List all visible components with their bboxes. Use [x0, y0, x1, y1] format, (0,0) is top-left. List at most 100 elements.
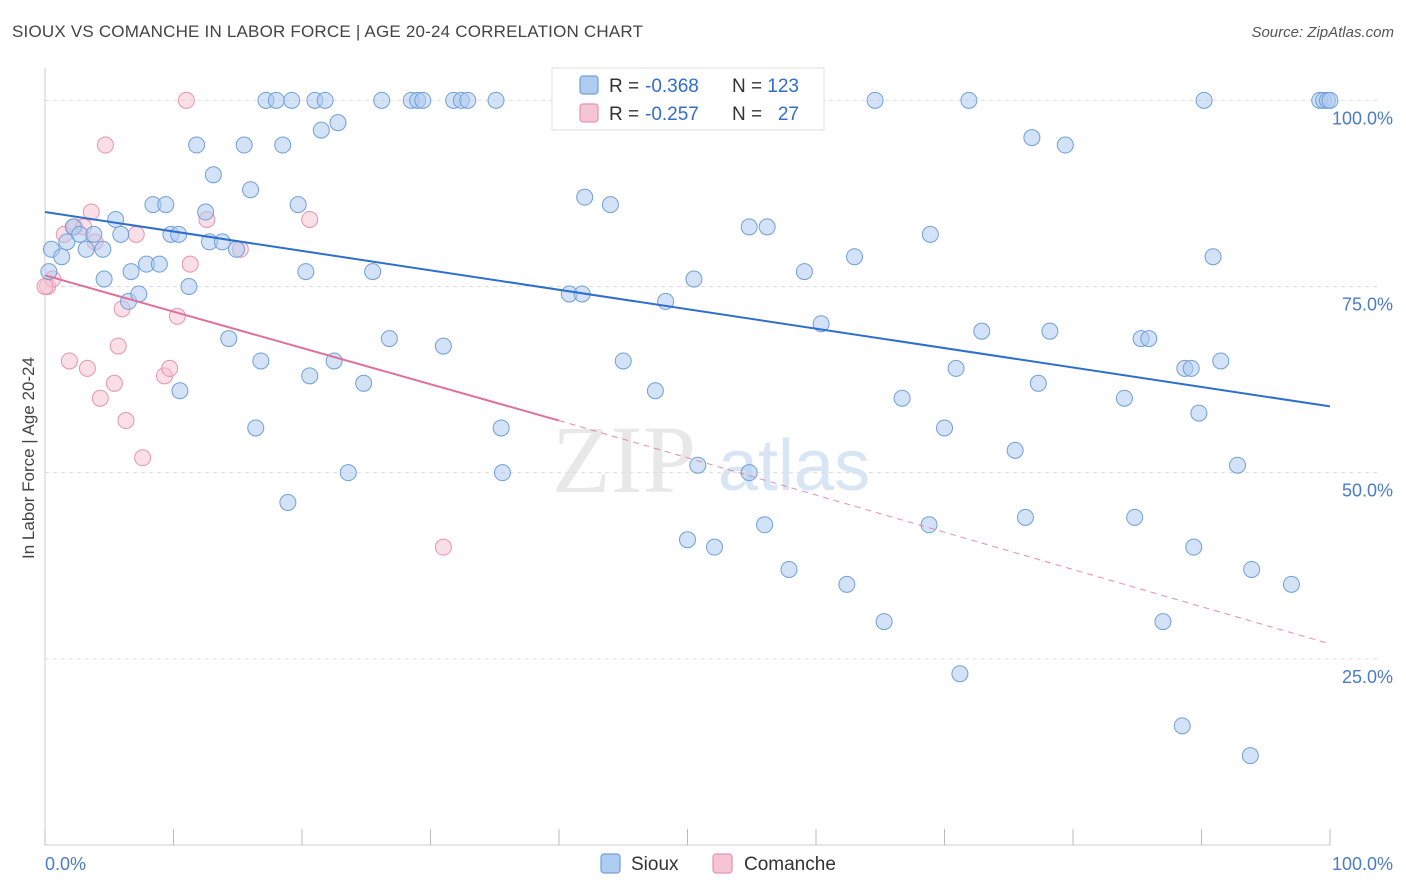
sioux-point: [1115, 389, 1133, 407]
sioux-point: [740, 218, 758, 236]
sioux-point: [1182, 359, 1200, 377]
sioux-point: [325, 352, 343, 370]
y-tick-label: 75.0%: [1342, 295, 1393, 315]
sioux-point: [252, 352, 270, 370]
sioux-point: [1173, 717, 1191, 735]
legend-sioux-r-label: R =: [609, 76, 639, 97]
y-tick-label: 25.0%: [1342, 667, 1393, 687]
sioux-point: [227, 240, 245, 258]
sioux-point: [576, 188, 594, 206]
sioux-point: [235, 136, 253, 154]
x-tick-label: 100.0%: [1332, 854, 1393, 874]
sioux-point: [646, 382, 664, 400]
sioux-point: [1126, 508, 1144, 526]
sioux-point: [71, 225, 89, 243]
sioux-point: [77, 240, 95, 258]
sioux-point: [679, 531, 696, 549]
legend-sioux-r-value: -0.368: [645, 76, 699, 97]
sioux-point: [893, 389, 911, 407]
sioux-point: [150, 255, 168, 273]
sioux-point: [53, 248, 71, 266]
y-axis-label: In Labor Force | Age 20-24: [19, 357, 38, 559]
sioux-point: [1041, 322, 1059, 340]
sioux-point: [1228, 456, 1246, 474]
sioux-points: [40, 91, 1339, 765]
bottom-legend-sioux-swatch: [600, 853, 621, 874]
sioux-point: [1056, 136, 1074, 154]
comanche-point: [60, 352, 78, 370]
comanche-trendline: [44, 274, 560, 422]
legend-sioux-n-label: N =: [732, 76, 762, 97]
sioux-point: [274, 136, 292, 154]
sioux-point: [122, 263, 140, 281]
comanche-trendline-extension: [558, 420, 1331, 645]
chart-title: SIOUX VS COMANCHE IN LABOR FORCE | AGE 2…: [12, 22, 644, 41]
sioux-point: [756, 516, 774, 534]
trendlines: [44, 211, 1331, 645]
sioux-point: [204, 166, 222, 184]
sioux-point: [780, 560, 798, 578]
sioux-point: [95, 270, 113, 288]
sioux-point: [171, 382, 189, 400]
legend-sioux-n-value: 123: [767, 76, 799, 97]
comanche-point: [134, 449, 152, 467]
x-tick-label: 0.0%: [45, 854, 86, 874]
sioux-point: [197, 203, 215, 221]
sioux-point: [220, 330, 238, 348]
comanche-point: [177, 91, 195, 109]
comanche-point: [127, 225, 145, 243]
comanche-point: [109, 337, 127, 355]
sioux-point: [94, 240, 112, 258]
sioux-point: [283, 91, 301, 109]
legend-sioux-swatch: [579, 75, 599, 95]
comanche-point: [36, 278, 54, 296]
legend-comanche-r-label: R =: [609, 104, 639, 125]
sioux-point: [936, 419, 953, 437]
sioux-point: [297, 263, 315, 281]
sioux-point: [289, 196, 307, 214]
sioux-point: [493, 464, 511, 482]
sioux-point: [838, 575, 856, 593]
y-tick-label: 50.0%: [1342, 481, 1393, 501]
sioux-point: [1195, 91, 1213, 109]
sioux-point: [1154, 613, 1172, 631]
sioux-point: [846, 248, 864, 266]
comanche-point: [105, 374, 123, 392]
sioux-point: [866, 91, 884, 109]
sioux-point: [1212, 352, 1230, 370]
sioux-point: [812, 315, 830, 333]
watermark-zip: ZIP: [552, 406, 696, 513]
x-tick-labels: 0.0% 100.0%: [45, 854, 1393, 874]
sioux-point: [85, 225, 103, 243]
sioux-point: [689, 456, 707, 474]
sioux-point: [301, 367, 319, 385]
sioux-point: [40, 263, 58, 281]
sioux-point: [329, 114, 347, 132]
axes: [44, 68, 1331, 846]
series-legend: Sioux Comanche: [600, 853, 836, 875]
sioux-point: [364, 263, 382, 281]
sioux-point: [213, 233, 231, 251]
sioux-point: [247, 419, 265, 437]
sioux-point: [492, 419, 510, 437]
sioux-point: [1140, 330, 1158, 348]
sioux-point: [459, 91, 477, 109]
y-tick-label: 100.0%: [1332, 108, 1393, 128]
sioux-point: [487, 91, 505, 109]
sioux-point: [58, 233, 76, 251]
sioux-point: [1029, 374, 1047, 392]
sioux-point: [960, 91, 978, 109]
source-label: Source: ZipAtlas.com: [1251, 24, 1394, 41]
sioux-point: [355, 374, 373, 392]
sioux-point: [1282, 575, 1300, 593]
bottom-legend-comanche-label: Comanche: [744, 854, 836, 875]
sioux-point: [951, 665, 969, 683]
bottom-legend-sioux-label: Sioux: [631, 854, 679, 875]
legend-comanche-n-value: 27: [778, 104, 799, 125]
comanche-point: [181, 255, 199, 273]
sioux-point: [1023, 129, 1041, 147]
y-tick-labels: 25.0% 50.0% 75.0% 100.0%: [1332, 108, 1393, 686]
sioux-point: [242, 181, 260, 199]
sioux-point: [685, 270, 703, 288]
sioux-point: [157, 196, 175, 214]
